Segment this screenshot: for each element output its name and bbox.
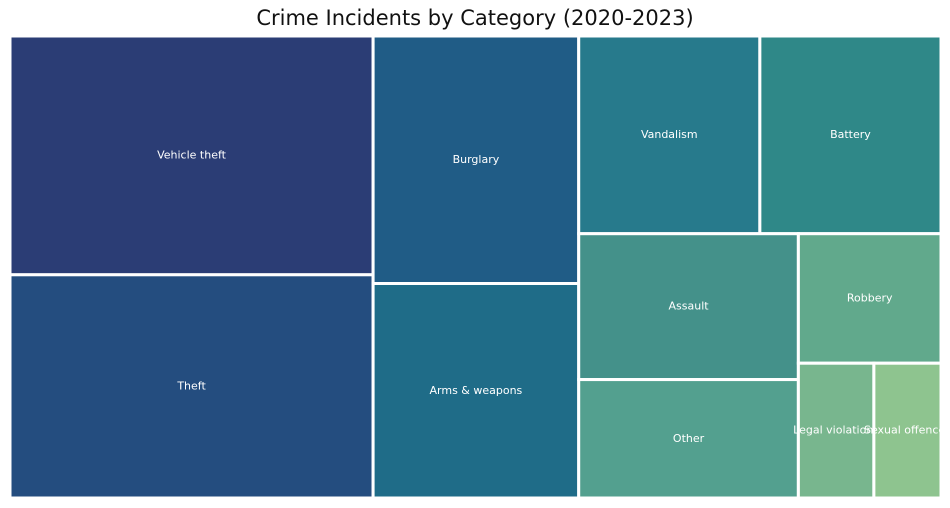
treemap-rect-sexual-offences (872, 361, 943, 500)
treemap-cell-other: Other (577, 378, 800, 500)
treemap-label-other: Other (673, 432, 705, 445)
treemap-cell-vehicle-theft: Vehicle theft (8, 34, 375, 277)
chart-title: Crime Incidents by Category (2020-2023) (256, 6, 694, 30)
treemap-label-legal-violations: Legal violations (793, 424, 879, 437)
treemap-label-theft: Theft (176, 379, 206, 392)
treemap-rect-arms-weapons (371, 282, 581, 500)
treemap-label-battery: Battery (830, 128, 871, 141)
treemap-rect-robbery (796, 232, 943, 365)
treemap-rect-theft (8, 273, 375, 500)
treemap-rect-legal-violations (796, 361, 876, 500)
treemap-label-burglary: Burglary (453, 153, 500, 166)
treemap-label-vehicle-theft: Vehicle theft (157, 148, 227, 161)
treemap-cell-arms-weapons: Arms & weapons (371, 282, 581, 500)
treemap-cell-sexual-offences: Sexual offences (864, 361, 950, 500)
treemap-cell-assault: Assault (577, 232, 800, 382)
treemap-rect-burglary (371, 34, 581, 285)
treemap-rect-vehicle-theft (8, 34, 375, 277)
treemap-rect-other (577, 378, 800, 500)
treemap-label-vandalism: Vandalism (641, 128, 698, 141)
treemap-cell-vandalism: Vandalism (577, 34, 762, 236)
treemap-cell-battery: Battery (758, 34, 943, 236)
treemap-label-robbery: Robbery (847, 291, 893, 304)
treemap-cell-legal-violations: Legal violations (793, 361, 879, 500)
treemap-cell-robbery: Robbery (796, 232, 943, 365)
treemap-cell-burglary: Burglary (371, 34, 581, 285)
treemap-label-arms-weapons: Arms & weapons (430, 384, 523, 397)
treemap-label-assault: Assault (669, 300, 710, 313)
treemap-label-sexual-offences: Sexual offences (864, 424, 950, 437)
treemap-cell-theft: Theft (8, 273, 375, 500)
